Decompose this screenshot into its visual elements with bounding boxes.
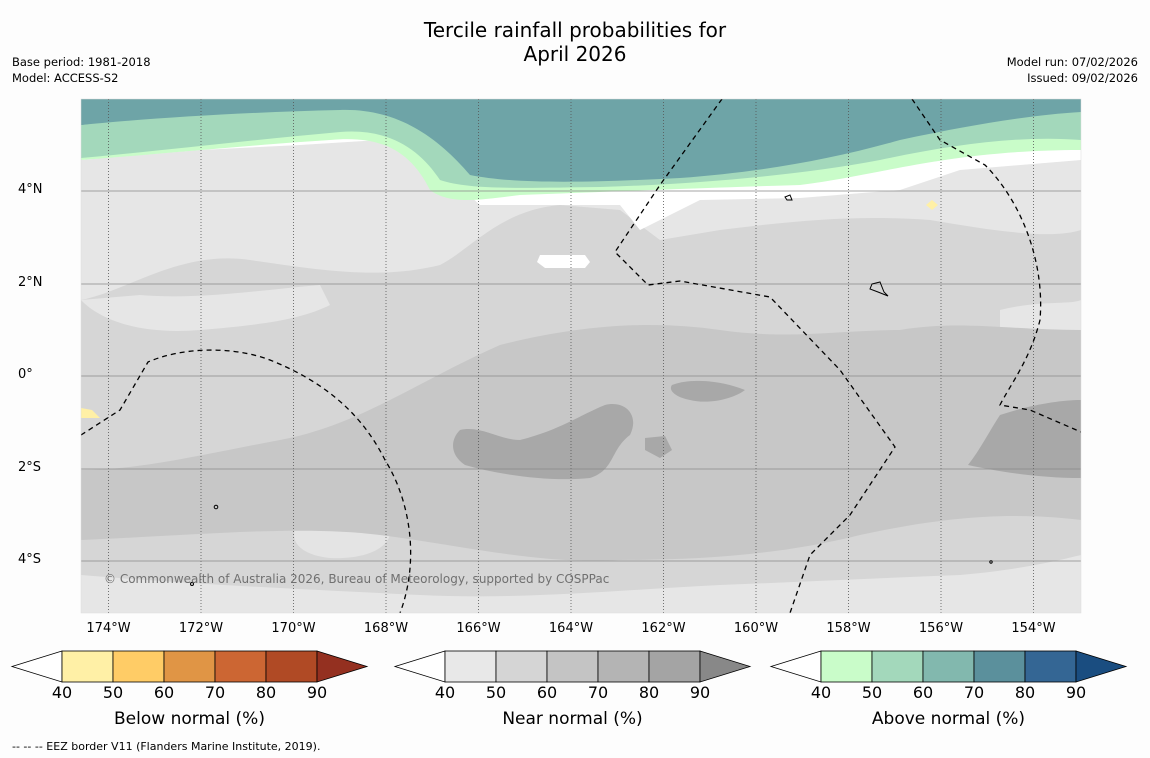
colorbar-max-arrow: [699, 650, 752, 683]
island-5: [989, 560, 993, 564]
lon-label: 156°W: [918, 621, 964, 636]
light-region-south: [81, 555, 1081, 613]
colorbar-segment: [648, 650, 701, 683]
colorbar-tick: 90: [1065, 683, 1087, 702]
above-60-west: [81, 99, 420, 125]
colorbar-segment: [61, 650, 114, 683]
parallels: [81, 190, 1081, 562]
colorbar-segment: [265, 650, 318, 683]
lat-label: 4°N: [18, 182, 43, 197]
colorbar-tick: 80: [255, 683, 277, 702]
lon-label: 158°W: [826, 621, 871, 636]
colorbars: [10, 650, 1128, 683]
colorbar-segment: [871, 650, 924, 683]
colorbar-min-arrow: [393, 650, 446, 683]
colorbar-segment: [597, 650, 650, 683]
eez-borders: [81, 99, 1081, 613]
lon-label: 168°W: [363, 621, 409, 636]
below-normal-speck-north: [926, 200, 938, 210]
lon-label: 170°W: [271, 621, 316, 636]
chart-title: Tercile rainfall probabilities for April…: [0, 18, 1150, 66]
colorbar-max-arrow: [1075, 650, 1128, 683]
colorbar-tick: 90: [306, 683, 328, 702]
colorbar-segment: [163, 650, 216, 683]
colorbar-tick: 90: [689, 683, 711, 702]
colorbar-segment: [922, 650, 975, 683]
colorbar-min-arrow: [769, 650, 822, 683]
lat-label: 2°S: [18, 460, 42, 475]
colorbar-segment: [495, 650, 548, 683]
lon-label: 154°W: [1011, 621, 1056, 636]
lon-label: 166°W: [456, 621, 501, 636]
colorbar-tick: 60: [912, 683, 934, 702]
lon-label: 174°W: [86, 621, 131, 636]
probability-field: [81, 99, 1081, 613]
colorbar-label: Above normal (%): [871, 709, 1026, 729]
eez-footnote: -- -- -- EEZ border V11 (Flanders Marine…: [12, 740, 321, 753]
islands: [190, 194, 993, 586]
below-normal-speck-west: [81, 408, 100, 418]
colorbar-max-arrow: [316, 650, 369, 683]
model-run: Model run: 07/02/2026: [1006, 55, 1138, 69]
lon-label: 164°W: [548, 621, 594, 636]
dark-blob-central: [453, 404, 634, 480]
colorbar-tick: 60: [153, 683, 175, 702]
lon-label: 172°W: [178, 621, 224, 636]
lat-label: 0°: [18, 367, 33, 382]
colorbar-segment: [973, 650, 1026, 683]
lon-label: 162°W: [641, 621, 686, 636]
colorbar-tick: 80: [638, 683, 660, 702]
colorbar-segment: [820, 650, 873, 683]
title-line-2: April 2026: [523, 42, 627, 66]
issued-date: Issued: 09/02/2026: [1027, 71, 1138, 85]
island-2: [869, 281, 889, 297]
model-name: Model: ACCESS-S2: [12, 71, 119, 85]
light-region-west: [81, 285, 330, 331]
colorbar-tick: 40: [810, 683, 832, 702]
island-4: [190, 582, 194, 586]
title-line-1: Tercile rainfall probabilities for: [423, 18, 727, 42]
white-patch: [537, 255, 590, 268]
dark-blob-small: [645, 436, 672, 458]
colorbar-tick: 40: [434, 683, 456, 702]
base-period: Base period: 1981-2018: [12, 55, 151, 69]
dark-blob-east-central: [670, 380, 745, 402]
meta-right: Model run: 07/02/2026 Issued: 09/02/2026: [1007, 54, 1138, 86]
colorbar-tick: 50: [861, 683, 883, 702]
meta-left: Base period: 1981-2018 Model: ACCESS-S2: [12, 54, 151, 86]
island-3: [213, 504, 219, 510]
colorbar-tick: 50: [485, 683, 507, 702]
map-frame: [80, 98, 1082, 614]
eez-border-east: [911, 99, 1081, 433]
colorbar-tick: 40: [51, 683, 73, 702]
colorbar-segment: [1024, 650, 1077, 683]
colorbar-tick: 70: [963, 683, 985, 702]
dark-blob-east: [968, 400, 1081, 478]
colorbar-segment: [214, 650, 267, 683]
colorbar-label: Below normal (%): [114, 709, 265, 729]
island-1: [784, 194, 793, 201]
colorbar-segment: [444, 650, 497, 683]
colorbar-tick: 80: [1014, 683, 1036, 702]
colorbar-tick: 70: [204, 683, 226, 702]
colorbar-tick: 60: [536, 683, 558, 702]
lat-label: 4°S: [18, 552, 42, 567]
colorbar-segment: [112, 650, 165, 683]
colorbar-tick: 50: [102, 683, 124, 702]
lat-label: 2°N: [18, 275, 43, 290]
colorbar-min-arrow: [10, 650, 63, 683]
eez-border-west: [81, 349, 412, 613]
colorbar-label: Near normal (%): [502, 709, 643, 729]
above-60-band: [81, 99, 1081, 182]
colorbar-tick: 70: [587, 683, 609, 702]
colorbar-segment: [546, 650, 599, 683]
lon-label: 160°W: [733, 621, 779, 636]
copyright-notice: © Commonwealth of Australia 2026, Bureau…: [104, 572, 610, 586]
